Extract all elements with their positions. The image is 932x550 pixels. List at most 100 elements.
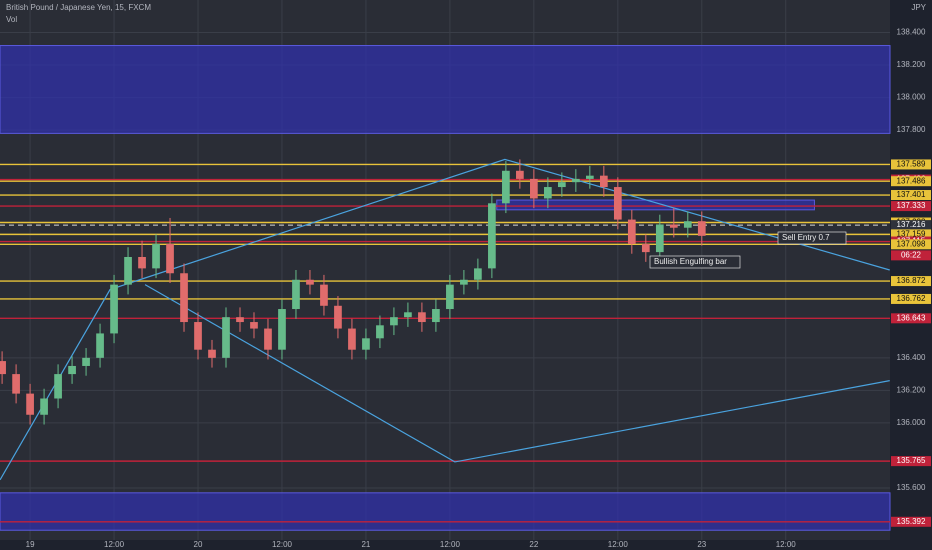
candle-body bbox=[683, 221, 692, 228]
price-label: 137.589 bbox=[897, 160, 926, 169]
candle-body bbox=[488, 203, 496, 269]
price-label-bg bbox=[891, 250, 931, 261]
x-tick-label: 12:00 bbox=[776, 540, 797, 549]
candle-body bbox=[362, 338, 370, 350]
price-label: 137.333 bbox=[897, 201, 926, 210]
candle-body bbox=[54, 374, 62, 399]
candle-body bbox=[110, 284, 118, 334]
price-label-bg bbox=[891, 239, 931, 250]
candle-body bbox=[571, 178, 580, 183]
price-label: 136.762 bbox=[897, 294, 926, 303]
candle-body bbox=[208, 349, 216, 358]
price-label: 136.643 bbox=[897, 313, 926, 322]
candle-body bbox=[12, 374, 20, 394]
candle-body bbox=[697, 221, 706, 236]
candle-body bbox=[236, 317, 244, 323]
candle-body bbox=[390, 317, 398, 326]
price-label-bg bbox=[891, 516, 931, 527]
price-label: 06:22 bbox=[901, 250, 922, 259]
candle-body bbox=[320, 284, 328, 306]
chart-title: British Pound / Japanese Yen, 15, FXCM bbox=[6, 3, 151, 12]
candle-body bbox=[0, 361, 6, 375]
candle-body bbox=[222, 317, 230, 358]
candle-body bbox=[404, 312, 412, 318]
annotation: Sell Entry 0.7 bbox=[782, 233, 830, 242]
y-tick-label: 136.400 bbox=[897, 353, 926, 362]
candle-body bbox=[599, 175, 608, 188]
candle-body bbox=[264, 328, 272, 350]
candle-body bbox=[180, 273, 188, 323]
volume-label: Vol bbox=[6, 15, 17, 24]
y-tick-label: 136.200 bbox=[897, 385, 926, 394]
y-tick-label: 137.800 bbox=[897, 125, 926, 134]
candle-body bbox=[348, 328, 356, 350]
candles bbox=[0, 159, 706, 425]
candle-body bbox=[530, 178, 538, 199]
price-labels: 137.589137.496137.486137.401137.333137.2… bbox=[891, 159, 931, 527]
x-tick-label: 21 bbox=[361, 540, 370, 549]
candle-body bbox=[82, 357, 90, 366]
price-label: 135.765 bbox=[897, 456, 926, 465]
price-label-bg bbox=[891, 229, 931, 240]
candle-body bbox=[194, 322, 202, 350]
candle-body bbox=[516, 170, 524, 179]
price-label: 137.401 bbox=[897, 190, 926, 199]
zone bbox=[0, 45, 891, 134]
price-label-bg bbox=[891, 220, 931, 231]
y-tick-label: 136.000 bbox=[897, 418, 926, 427]
candle-body bbox=[655, 224, 664, 253]
zones bbox=[0, 45, 891, 531]
candle-body bbox=[334, 305, 342, 329]
price-axis bbox=[890, 0, 932, 550]
x-tick-label: 12:00 bbox=[608, 540, 629, 549]
candle-body bbox=[40, 398, 48, 415]
x-tick-label: 12:00 bbox=[272, 540, 293, 549]
candle-body bbox=[26, 393, 34, 415]
price-label: 137.216 bbox=[897, 220, 926, 229]
trendline bbox=[144, 284, 890, 463]
price-label-bg bbox=[891, 456, 931, 467]
candle-body bbox=[138, 256, 146, 269]
price-label-bg bbox=[891, 293, 931, 304]
zone bbox=[496, 199, 815, 211]
annotation-box bbox=[649, 255, 741, 269]
candle-body bbox=[502, 170, 510, 204]
candle-body bbox=[460, 279, 468, 285]
candle-body bbox=[124, 256, 132, 285]
candle-body bbox=[585, 175, 594, 179]
zone bbox=[0, 492, 891, 531]
price-label: 137.159 bbox=[897, 229, 926, 238]
candle-body bbox=[278, 309, 286, 350]
currency: JPY bbox=[911, 3, 926, 12]
price-label-bg bbox=[891, 190, 931, 201]
candle-body bbox=[418, 312, 426, 323]
y-tick-label: 138.200 bbox=[897, 60, 926, 69]
y-tick-label: 135.600 bbox=[897, 483, 926, 492]
x-tick-label: 19 bbox=[26, 540, 35, 549]
annotation-box bbox=[777, 231, 847, 245]
candle-body bbox=[627, 219, 636, 244]
candle-body bbox=[557, 182, 566, 188]
price-label: 137.098 bbox=[897, 239, 926, 248]
annotation: Bullish Engulfing bar bbox=[654, 257, 727, 266]
candle-body bbox=[166, 243, 174, 274]
candle-body bbox=[432, 309, 440, 323]
candle-body bbox=[446, 284, 454, 310]
x-tick-label: 22 bbox=[529, 540, 538, 549]
x-tick-label: 12:00 bbox=[440, 540, 461, 549]
candle-body bbox=[250, 322, 258, 329]
candle-body bbox=[292, 279, 300, 310]
candle-body bbox=[152, 243, 160, 269]
candle-body bbox=[669, 224, 678, 228]
candle-body bbox=[306, 279, 314, 285]
x-tick-label: 12:00 bbox=[104, 540, 125, 549]
time-axis bbox=[0, 540, 932, 550]
price-label-bg bbox=[891, 313, 931, 324]
price-label: 137.486 bbox=[897, 176, 926, 185]
price-label: 135.392 bbox=[897, 517, 926, 526]
x-tick-label: 23 bbox=[697, 540, 706, 549]
candle-body bbox=[544, 187, 552, 199]
y-tick-label: 138.400 bbox=[897, 28, 926, 37]
